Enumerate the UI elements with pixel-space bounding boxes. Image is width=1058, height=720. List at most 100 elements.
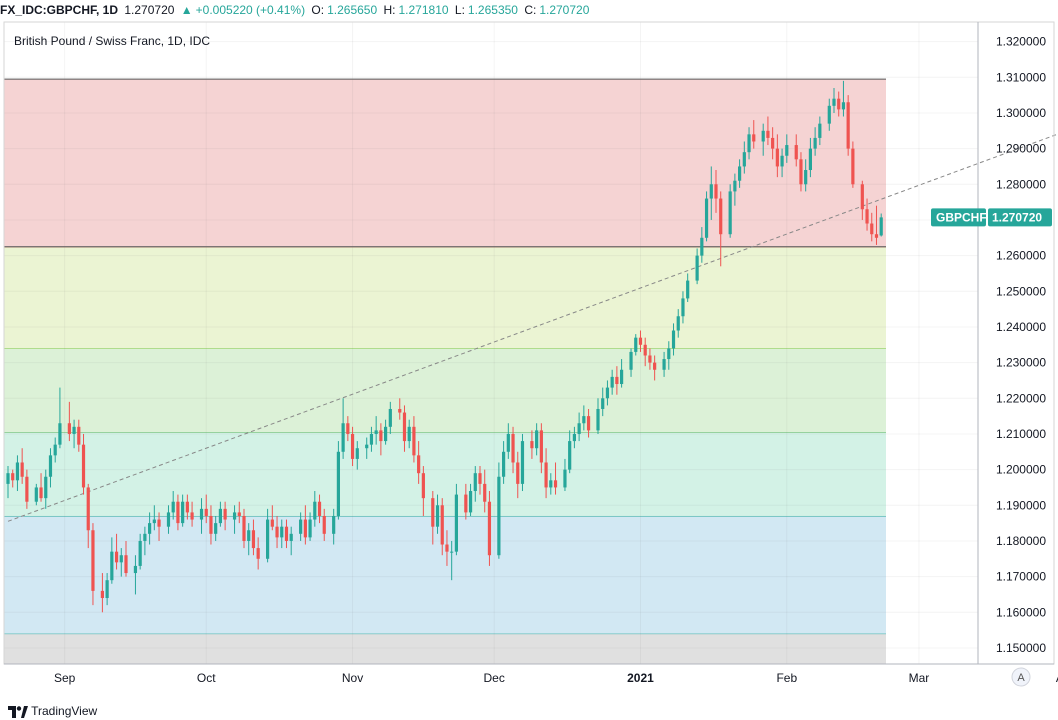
candle-body: [214, 523, 218, 534]
candle-body: [785, 145, 789, 156]
candle-body: [719, 198, 723, 235]
candle-body: [6, 473, 10, 484]
candle-body: [851, 148, 855, 185]
candle-95: [530, 430, 534, 459]
chart-header: FX_IDC:GBPCHF, 1D 1.270720 ▲ +0.005220 (+…: [0, 0, 1058, 22]
auto-scale-button[interactable]: A: [1011, 667, 1031, 687]
candle-107: [596, 398, 600, 434]
time-tick-label: Dec: [483, 671, 504, 685]
candle-body: [284, 526, 289, 541]
candle-59: [332, 508, 336, 545]
candle-body: [350, 433, 355, 459]
candle-122: [676, 309, 680, 338]
price-tick-label: 1.250000: [996, 284, 1046, 298]
candle-135: [747, 127, 751, 160]
candle-body: [799, 159, 803, 185]
candles-layer: [6, 80, 883, 613]
candle-40: [223, 501, 227, 531]
candle-body: [138, 540, 142, 566]
candle-134: [742, 141, 746, 174]
candle-20: [114, 533, 119, 570]
candle-156: [865, 198, 869, 231]
time-tick-label: Nov: [342, 671, 363, 685]
time-tick-label: Oct: [197, 671, 216, 685]
candle-body: [539, 430, 543, 463]
candle-139: [771, 127, 775, 160]
tradingview-brand[interactable]: TradingView: [8, 703, 97, 719]
candle-137: [761, 123, 765, 156]
time-tick-label: Sep: [54, 671, 76, 685]
tradingview-name: TradingView: [31, 704, 98, 718]
candle-145: [804, 159, 808, 192]
last-price-marker: GBPCHF 1.270720: [931, 208, 1052, 227]
high-value: 1.271810: [398, 3, 449, 17]
candle-75: [417, 441, 421, 484]
candle-131: [728, 184, 732, 238]
candle-73: [407, 419, 411, 449]
candle-29: [166, 505, 171, 534]
candle-body: [511, 433, 515, 463]
candle-body: [176, 501, 180, 524]
fib-band-3: [4, 348, 886, 433]
candle-body: [464, 494, 468, 513]
candle-103: [572, 426, 576, 449]
candle-body: [435, 505, 440, 527]
price-tick-label: 1.170000: [996, 570, 1046, 584]
candle-body: [653, 362, 657, 370]
candle-body: [185, 501, 189, 513]
candle-body: [549, 480, 553, 488]
candle-body: [681, 298, 685, 317]
candle-body: [728, 191, 732, 235]
candle-body: [704, 198, 709, 238]
candle-112: [620, 359, 624, 388]
trend-line: [7, 133, 1058, 522]
candle-58: [322, 508, 326, 541]
candle-56: [313, 491, 317, 527]
candle-42: [237, 501, 241, 524]
candle-body: [384, 426, 388, 442]
candle-128: [709, 166, 713, 220]
candle-body: [502, 451, 506, 477]
candle-body: [440, 505, 444, 545]
candle-body: [280, 526, 284, 538]
candle-16: [91, 523, 95, 606]
close-label: C:: [524, 3, 537, 17]
fib-band-2: [4, 432, 886, 516]
candle-10: [58, 387, 62, 449]
price-tick-label: 1.240000: [996, 320, 1046, 334]
candle-body: [874, 234, 879, 238]
candle-body: [152, 519, 156, 524]
candle-body: [133, 565, 138, 574]
candle-body: [15, 462, 20, 481]
price-tick-label: 1.320000: [996, 35, 1046, 49]
close-value: 1.270720: [539, 3, 590, 17]
symbol-label[interactable]: FX_IDC:GBPCHF, 1D: [0, 3, 119, 17]
candle-body: [303, 519, 307, 538]
candle-47: [266, 508, 270, 563]
chart-canvas[interactable]: 1.150000 1.160000 1.170000 1.180000 1.190000…: [0, 0, 1058, 700]
candle-body: [714, 184, 718, 199]
candle-82: [454, 483, 458, 556]
candle-21: [119, 548, 123, 577]
candle-133: [738, 159, 742, 188]
candle-14: [81, 433, 86, 495]
candle-body: [81, 444, 86, 488]
candle-97: [539, 423, 543, 474]
candle-110: [610, 369, 614, 395]
chart-title: British Pound / Swiss Franc, 1D, IDC: [14, 34, 210, 48]
time-tick-label: 2021: [627, 671, 654, 685]
candle-body: [204, 508, 208, 516]
candle-90: [502, 441, 506, 484]
candle-body: [218, 508, 222, 524]
candle-body: [157, 519, 161, 527]
candle-104: [577, 412, 581, 442]
candle-111: [615, 366, 619, 395]
candle-body: [865, 209, 869, 224]
time-axis: SepOctNovDec2021FebMarAprMayJu: [54, 671, 1058, 685]
candle-44: [247, 523, 251, 556]
candle-126: [700, 227, 704, 263]
candle-body: [100, 590, 104, 599]
candle-120: [667, 341, 671, 370]
price-tick-label: 1.160000: [996, 605, 1046, 619]
candle-115: [638, 330, 643, 352]
